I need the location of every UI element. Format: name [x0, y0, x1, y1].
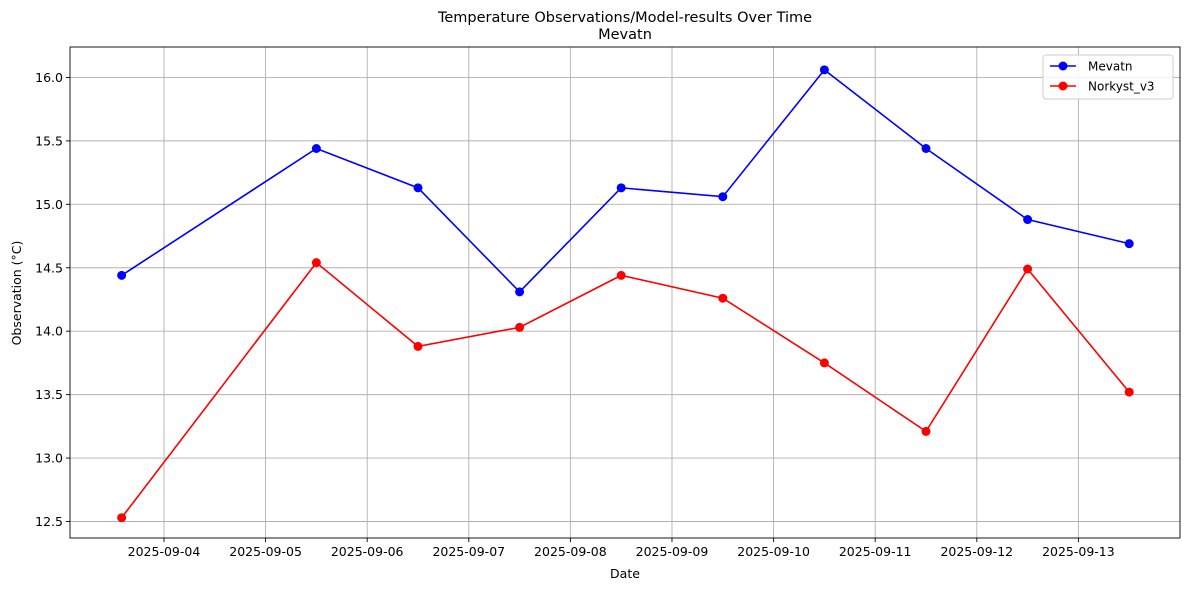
series-line-norkyst-v3	[121, 261, 1130, 519]
legend-marker	[1058, 81, 1068, 91]
y-tick-label: 16.0	[35, 70, 63, 85]
axis-ticks: 2025-09-04 2025-09-05 2025-09-06 2025-09-07…	[35, 70, 1115, 559]
y-tick-label: 13.5	[35, 387, 63, 402]
series-mevatn	[117, 65, 1134, 297]
x-tick-label: 2025-09-05	[229, 544, 302, 559]
x-tick-label: 2025-09-09	[636, 544, 709, 559]
y-axis-label: Observation (°C)	[9, 241, 24, 346]
series-group	[117, 65, 1134, 523]
y-tick-label: 15.0	[35, 197, 63, 212]
data-point-norkyst-v3	[117, 513, 127, 523]
x-tick-label: 2025-09-11	[839, 544, 912, 559]
x-tick-label: 2025-09-13	[1042, 544, 1115, 559]
chart-title: Temperature Observations/Model-results O…	[437, 10, 812, 26]
x-axis-label: Date	[610, 566, 640, 581]
grid-lines	[70, 47, 1180, 538]
plot-frame	[69, 46, 1181, 539]
data-point-norkyst-v3	[718, 293, 728, 303]
data-point-norkyst-v3	[1124, 387, 1134, 397]
data-point-norkyst-v3	[819, 358, 829, 368]
data-point-mevatn	[413, 183, 423, 193]
x-tick-label: 2025-09-08	[534, 544, 607, 559]
x-tick-label: 2025-09-10	[737, 544, 810, 559]
x-tick-label: 2025-09-06	[331, 544, 404, 559]
series-norkyst-v3	[117, 258, 1134, 523]
x-tick-label: 2025-09-07	[432, 544, 505, 559]
data-point-mevatn	[311, 143, 321, 153]
data-point-mevatn	[1124, 239, 1134, 249]
data-point-norkyst-v3	[515, 322, 525, 332]
data-point-mevatn	[1023, 215, 1033, 225]
data-point-mevatn	[718, 192, 728, 202]
data-point-mevatn	[515, 287, 525, 297]
data-point-norkyst-v3	[311, 258, 321, 268]
y-tick-label: 15.5	[35, 133, 63, 148]
y-tick-label: 14.5	[35, 260, 63, 275]
data-point-norkyst-v3	[413, 341, 423, 351]
chart-subtitle: Mevatn	[598, 27, 652, 43]
legend-label: Mevatn	[1088, 60, 1133, 74]
legend-marker	[1058, 61, 1068, 71]
legend-item-norkyst-v3: Norkyst_v3	[1050, 80, 1155, 94]
legend-item-mevatn: Mevatn	[1050, 60, 1133, 74]
y-tick-label: 14.0	[35, 324, 63, 339]
legend: Mevatn Norkyst_v3	[1042, 54, 1174, 100]
x-tick-label: 2025-09-12	[940, 544, 1013, 559]
data-point-norkyst-v3	[921, 426, 931, 436]
y-tick-label: 13.0	[35, 451, 63, 466]
data-point-mevatn	[819, 65, 829, 75]
y-tick-label: 12.5	[35, 514, 63, 529]
data-point-mevatn	[117, 270, 127, 280]
series-line-mevatn	[121, 68, 1130, 294]
data-point-norkyst-v3	[1023, 264, 1033, 274]
x-tick-label: 2025-09-04	[128, 544, 201, 559]
legend-label: Norkyst_v3	[1088, 80, 1155, 94]
data-point-mevatn	[616, 183, 626, 193]
data-point-mevatn	[921, 143, 931, 153]
data-point-norkyst-v3	[616, 270, 626, 280]
